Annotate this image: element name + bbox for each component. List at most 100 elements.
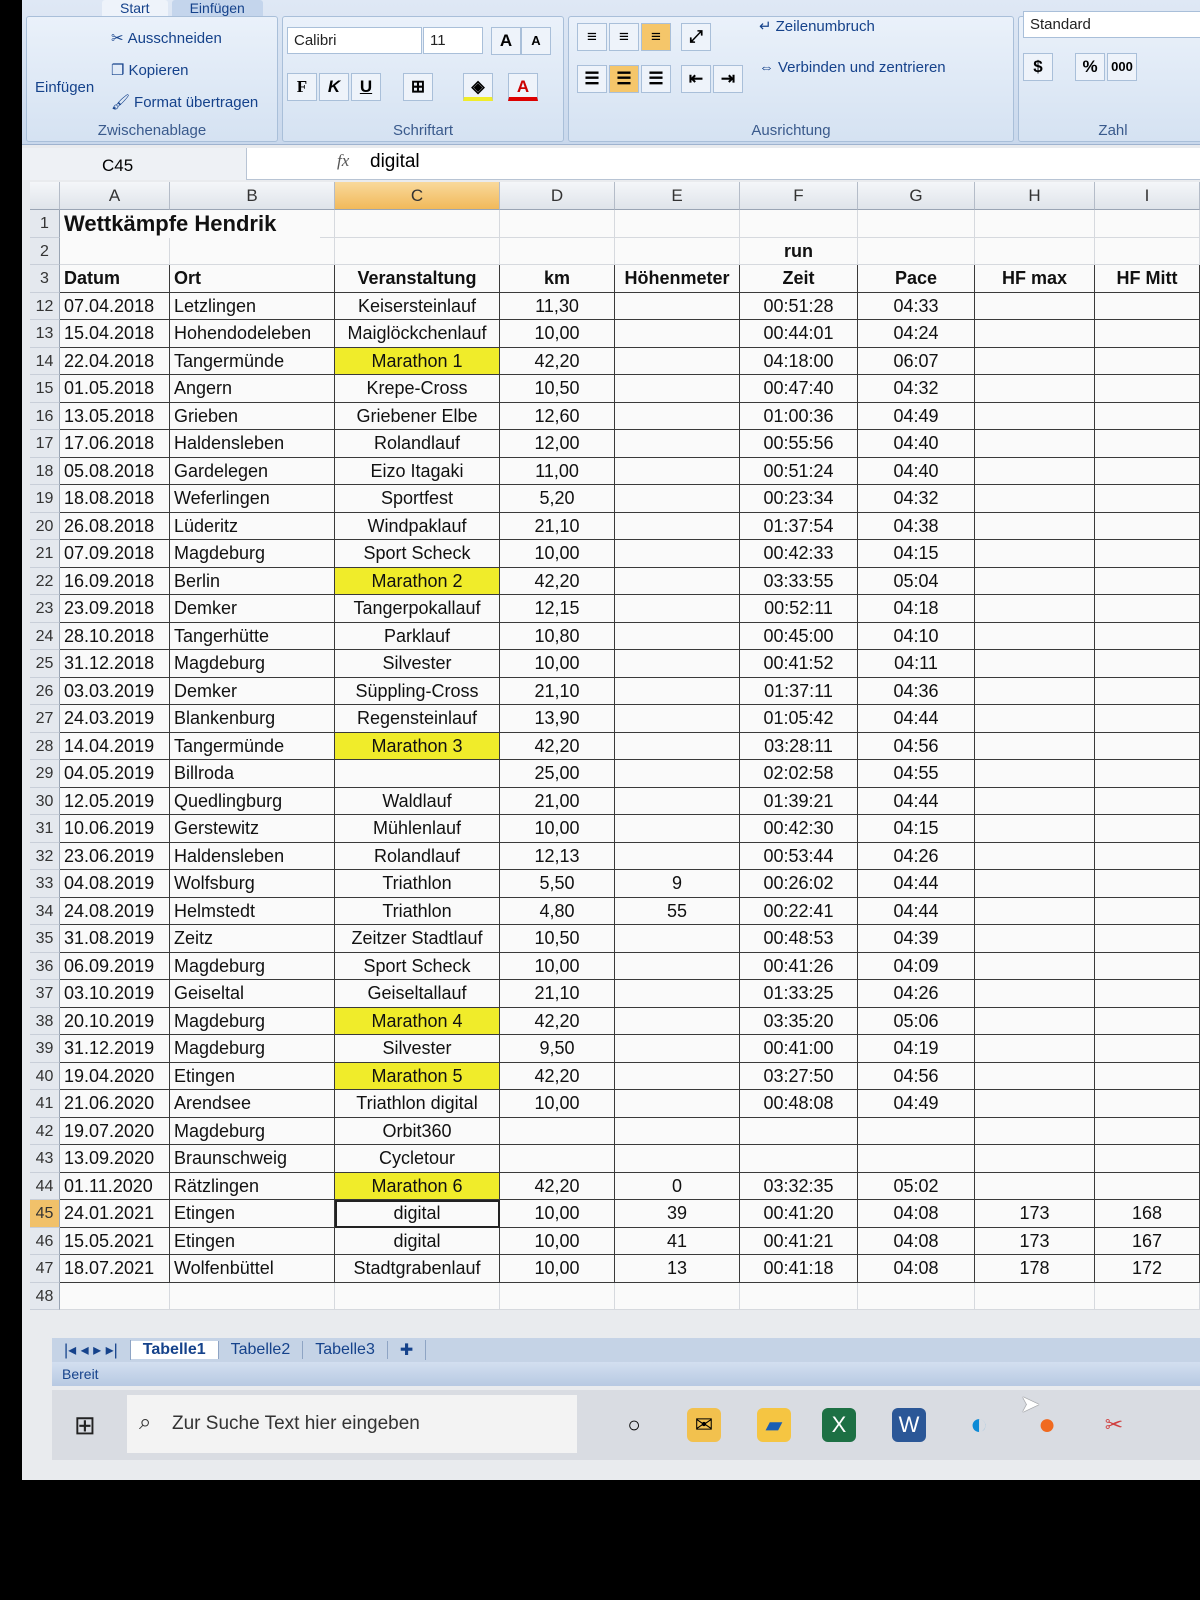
cell[interactable] <box>615 347 740 375</box>
cell[interactable]: Marathon 2 <box>335 567 500 595</box>
cell[interactable] <box>975 815 1095 843</box>
cell[interactable] <box>1095 1035 1200 1063</box>
column-label[interactable]: Höhenmeter <box>615 265 740 293</box>
cell[interactable]: 02:02:58 <box>740 760 858 788</box>
cell[interactable]: 10.06.2019 <box>60 815 170 843</box>
align-left-icon[interactable]: ☰ <box>577 65 607 93</box>
cell[interactable]: 24.03.2019 <box>60 705 170 733</box>
cell[interactable] <box>1095 760 1200 788</box>
cell[interactable]: 173 <box>975 1200 1095 1228</box>
sheet-nav-icon[interactable]: |◂ ◂ ▸ ▸| <box>52 1340 131 1360</box>
cell[interactable]: 21,00 <box>500 787 615 815</box>
cell[interactable] <box>500 1145 615 1173</box>
cell[interactable]: 04:56 <box>858 1062 975 1090</box>
cell[interactable]: 03:27:50 <box>740 1062 858 1090</box>
row-header-15[interactable]: 15 <box>30 375 60 403</box>
cell[interactable]: 42,20 <box>500 732 615 760</box>
cell[interactable]: 00:41:18 <box>740 1255 858 1283</box>
cell[interactable] <box>975 567 1095 595</box>
cell[interactable] <box>615 705 740 733</box>
cell[interactable] <box>60 1282 170 1310</box>
sheet-tab-tabelle3[interactable]: Tabelle3 <box>303 1341 388 1359</box>
cell[interactable]: Magdeburg <box>170 952 335 980</box>
cell[interactable]: Tangermünde <box>170 732 335 760</box>
cell[interactable] <box>975 347 1095 375</box>
cell[interactable]: 31.12.2018 <box>60 650 170 678</box>
row-header-14[interactable]: 14 <box>30 347 60 375</box>
cell[interactable]: 04:56 <box>858 732 975 760</box>
cell[interactable]: 12,13 <box>500 842 615 870</box>
cell[interactable]: 4,80 <box>500 897 615 925</box>
cell[interactable] <box>975 732 1095 760</box>
cell[interactable]: Zeitz <box>170 925 335 953</box>
column-label[interactable]: Veranstaltung <box>335 265 500 293</box>
cell[interactable]: 19.04.2020 <box>60 1062 170 1090</box>
firefox-icon[interactable]: ● <box>1037 1408 1057 1441</box>
underline-button[interactable]: U <box>351 73 381 101</box>
cell[interactable] <box>335 1282 500 1310</box>
row-header-30[interactable]: 30 <box>30 787 60 815</box>
cell[interactable]: 19.07.2020 <box>60 1117 170 1145</box>
cell[interactable]: 10,00 <box>500 815 615 843</box>
cell[interactable]: Krepe-Cross <box>335 375 500 403</box>
cell[interactable] <box>975 512 1095 540</box>
cell[interactable]: 00:41:52 <box>740 650 858 678</box>
cell[interactable]: 05:02 <box>858 1172 975 1200</box>
cell[interactable]: 10,00 <box>500 1200 615 1228</box>
cell[interactable]: 12.05.2019 <box>60 787 170 815</box>
run-group-header[interactable]: run <box>740 237 858 265</box>
cell[interactable]: 25,00 <box>500 760 615 788</box>
cell[interactable]: 23.09.2018 <box>60 595 170 623</box>
cell[interactable]: 04:10 <box>858 622 975 650</box>
cell[interactable]: 13.05.2018 <box>60 402 170 430</box>
cell[interactable]: 31.08.2019 <box>60 925 170 953</box>
cell[interactable]: 13,90 <box>500 705 615 733</box>
cell[interactable] <box>1095 430 1200 458</box>
cell[interactable]: 31.12.2019 <box>60 1035 170 1063</box>
cell[interactable] <box>1095 1282 1200 1310</box>
cell[interactable]: 5,20 <box>500 485 615 513</box>
cell[interactable] <box>1095 292 1200 320</box>
column-label[interactable]: Ort <box>170 265 335 293</box>
cell[interactable] <box>615 760 740 788</box>
cell[interactable] <box>500 1117 615 1145</box>
cell[interactable]: 00:22:41 <box>740 897 858 925</box>
cell[interactable]: Berlin <box>170 567 335 595</box>
cell[interactable]: 42,20 <box>500 1062 615 1090</box>
cell[interactable]: 04:55 <box>858 760 975 788</box>
cell[interactable]: Hohendodeleben <box>170 320 335 348</box>
cell[interactable]: 12,60 <box>500 402 615 430</box>
cell[interactable] <box>975 1090 1095 1118</box>
cell[interactable] <box>1095 1145 1200 1173</box>
cell[interactable]: 01.05.2018 <box>60 375 170 403</box>
cell[interactable] <box>615 815 740 843</box>
cell[interactable] <box>1095 842 1200 870</box>
cell[interactable]: Marathon 5 <box>335 1062 500 1090</box>
cell[interactable] <box>975 650 1095 678</box>
cell[interactable]: 00:23:34 <box>740 485 858 513</box>
cell[interactable]: Tangerpokallauf <box>335 595 500 623</box>
cell[interactable] <box>975 237 1095 265</box>
cell[interactable]: Rolandlauf <box>335 430 500 458</box>
cell[interactable]: 00:48:08 <box>740 1090 858 1118</box>
cell[interactable] <box>975 485 1095 513</box>
cell[interactable]: Etingen <box>170 1062 335 1090</box>
cell[interactable] <box>615 732 740 760</box>
cell[interactable]: 23.06.2019 <box>60 842 170 870</box>
cell[interactable]: 04:40 <box>858 457 975 485</box>
cell[interactable]: 04:44 <box>858 705 975 733</box>
cell[interactable]: 04:18:00 <box>740 347 858 375</box>
column-header-c[interactable]: C <box>335 182 500 210</box>
row-header-33[interactable]: 33 <box>30 870 60 898</box>
cell[interactable] <box>1095 485 1200 513</box>
cell[interactable] <box>335 210 500 238</box>
windows-start-icon[interactable]: ⊞ <box>74 1410 96 1440</box>
row-header-25[interactable]: 25 <box>30 650 60 678</box>
column-header-i[interactable]: I <box>1095 182 1200 210</box>
cell[interactable]: 9,50 <box>500 1035 615 1063</box>
cell[interactable]: 04:44 <box>858 787 975 815</box>
cell[interactable]: 12,15 <box>500 595 615 623</box>
cell[interactable]: 04:15 <box>858 815 975 843</box>
cell[interactable]: 11,00 <box>500 457 615 485</box>
cell[interactable] <box>500 1282 615 1310</box>
